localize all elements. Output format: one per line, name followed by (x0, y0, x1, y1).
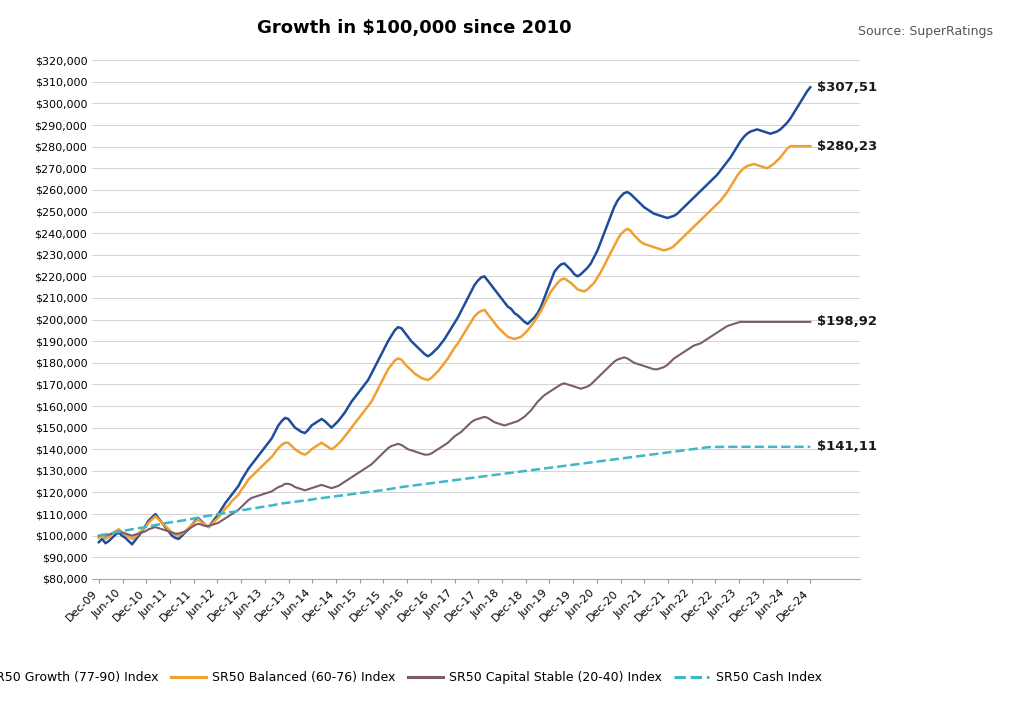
Legend: SR50 Growth (77-90) Index, SR50 Balanced (60-76) Index, SR50 Capital Stable (20-: SR50 Growth (77-90) Index, SR50 Balanced… (0, 666, 826, 689)
Text: $280,23: $280,23 (817, 140, 878, 152)
Title: Growth in $100,000 since 2010: Growth in $100,000 since 2010 (257, 19, 572, 37)
Text: Source: SuperRatings: Source: SuperRatings (858, 25, 993, 37)
Text: $307,51: $307,51 (817, 80, 878, 94)
Text: $198,92: $198,92 (817, 316, 877, 328)
Text: $141,11: $141,11 (817, 441, 877, 453)
